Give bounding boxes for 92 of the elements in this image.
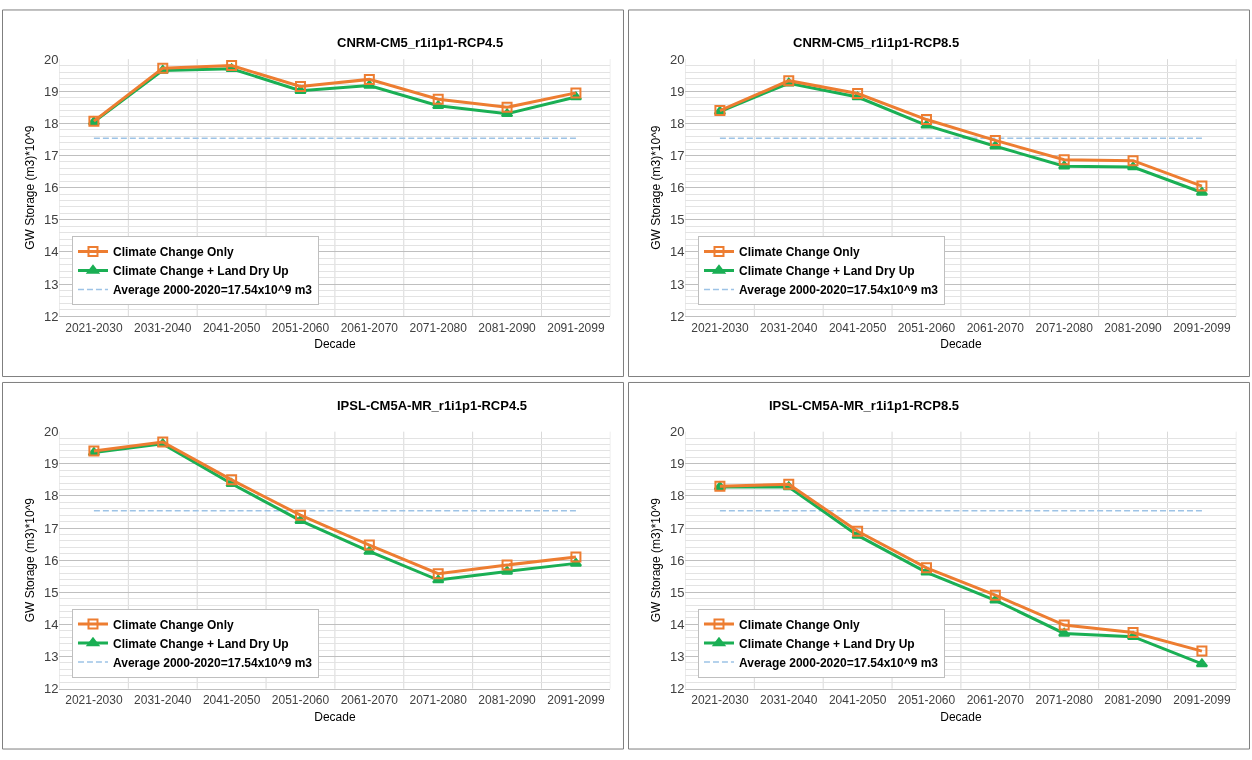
y-tick-label: 20 bbox=[670, 424, 685, 440]
legend-label: Climate Change Only bbox=[112, 617, 235, 632]
y-axis-title: GW Storage (m3)*10^9 bbox=[23, 497, 38, 623]
x-tick-label: 2041-2050 bbox=[828, 320, 887, 335]
y-tick-label: 19 bbox=[670, 83, 685, 99]
y-tick-label: 17 bbox=[44, 148, 59, 164]
x-tick-label: 2031-2040 bbox=[134, 693, 192, 708]
y-tick-label: 17 bbox=[670, 148, 685, 164]
x-tick-label: 2081-2090 bbox=[1104, 693, 1163, 708]
chart-title: IPSL-CM5A-MR_r1i1p1-RCP4.5 bbox=[337, 398, 527, 413]
y-tick-label: 18 bbox=[44, 488, 59, 504]
y-tick-label: 12 bbox=[670, 308, 685, 324]
x-axis-title: Decade bbox=[314, 337, 356, 352]
y-tick-label: 16 bbox=[44, 180, 59, 196]
y-tick-label: 19 bbox=[44, 83, 59, 99]
x-tick-label: 2021-2030 bbox=[691, 320, 749, 335]
y-tick-label: 20 bbox=[670, 51, 685, 67]
x-tick-label: 2091-2099 bbox=[547, 320, 605, 335]
y-tick-label: 15 bbox=[44, 584, 59, 600]
x-tick-label: 2051-2060 bbox=[271, 320, 330, 335]
x-tick-label: 2021-2030 bbox=[65, 320, 123, 335]
y-tick-label: 15 bbox=[670, 212, 685, 228]
x-tick-label: 2071-2080 bbox=[1035, 320, 1094, 335]
y-tick-label: 14 bbox=[670, 244, 685, 260]
x-tick-label: 2071-2080 bbox=[409, 320, 468, 335]
x-tick-label: 2061-2070 bbox=[966, 693, 1025, 708]
x-tick-label: 2061-2070 bbox=[966, 320, 1025, 335]
y-tick-label: 13 bbox=[670, 276, 685, 292]
x-tick-label: 2061-2070 bbox=[340, 693, 399, 708]
y-tick-label: 13 bbox=[670, 649, 685, 665]
legend-label: Climate Change + Land Dry Up bbox=[738, 264, 915, 279]
y-tick-label: 20 bbox=[44, 51, 59, 67]
x-tick-label: 2051-2060 bbox=[897, 693, 956, 708]
x-tick-label: 2071-2080 bbox=[409, 693, 468, 708]
legend-label: Climate Change Only bbox=[738, 245, 861, 260]
legend-label: Average 2000-2020=17.54x10^9 m3 bbox=[112, 283, 313, 298]
x-tick-label: 2031-2040 bbox=[760, 320, 818, 335]
y-tick-label: 15 bbox=[670, 584, 685, 600]
y-tick-label: 13 bbox=[44, 276, 59, 292]
x-axis-title: Decade bbox=[314, 709, 356, 724]
x-tick-label: 2041-2050 bbox=[202, 693, 261, 708]
legend-label: Climate Change Only bbox=[738, 617, 861, 632]
y-tick-label: 12 bbox=[670, 681, 685, 697]
x-tick-label: 2061-2070 bbox=[340, 320, 399, 335]
x-tick-label: 2081-2090 bbox=[1104, 320, 1163, 335]
y-tick-label: 16 bbox=[670, 552, 685, 568]
legend-label: Climate Change + Land Dry Up bbox=[112, 636, 289, 651]
y-tick-label: 14 bbox=[44, 244, 59, 260]
legend-label: Climate Change + Land Dry Up bbox=[738, 636, 915, 651]
chart-title: CNRM-CM5_r1i1p1-RCP4.5 bbox=[337, 35, 504, 50]
y-tick-label: 14 bbox=[670, 616, 685, 632]
y-tick-label: 18 bbox=[670, 115, 685, 131]
x-tick-label: 2021-2030 bbox=[65, 693, 123, 708]
y-tick-label: 14 bbox=[44, 616, 59, 632]
legend-label: Climate Change + Land Dry Up bbox=[112, 264, 289, 279]
legend-label: Average 2000-2020=17.54x10^9 m3 bbox=[112, 655, 313, 670]
y-tick-label: 18 bbox=[670, 488, 685, 504]
legend-label: Average 2000-2020=17.54x10^9 m3 bbox=[738, 655, 939, 670]
chart-title: IPSL-CM5A-MR_r1i1p1-RCP8.5 bbox=[769, 398, 959, 413]
y-tick-label: 16 bbox=[670, 180, 685, 196]
x-tick-label: 2091-2099 bbox=[1173, 693, 1231, 708]
x-tick-label: 2091-2099 bbox=[547, 693, 605, 708]
y-axis-title: GW Storage (m3)*10^9 bbox=[649, 125, 664, 250]
x-tick-label: 2091-2099 bbox=[1173, 320, 1231, 335]
y-tick-label: 20 bbox=[44, 424, 59, 440]
legend-label: Average 2000-2020=17.54x10^9 m3 bbox=[738, 283, 939, 298]
x-tick-label: 2031-2040 bbox=[760, 693, 818, 708]
x-axis-title: Decade bbox=[940, 709, 982, 724]
x-axis-title: Decade bbox=[940, 337, 982, 352]
y-tick-label: 12 bbox=[44, 681, 59, 697]
x-tick-label: 2081-2090 bbox=[478, 693, 537, 708]
y-axis-title: GW Storage (m3)*10^9 bbox=[23, 125, 38, 250]
chart-title: CNRM-CM5_r1i1p1-RCP8.5 bbox=[793, 35, 960, 50]
x-tick-label: 2041-2050 bbox=[202, 320, 261, 335]
y-tick-label: 19 bbox=[44, 456, 59, 472]
y-tick-label: 15 bbox=[44, 212, 59, 228]
y-tick-label: 16 bbox=[44, 552, 59, 568]
y-tick-label: 19 bbox=[670, 456, 685, 472]
y-tick-label: 17 bbox=[670, 520, 685, 536]
x-tick-label: 2071-2080 bbox=[1035, 693, 1094, 708]
x-tick-label: 2021-2030 bbox=[691, 693, 749, 708]
x-tick-label: 2051-2060 bbox=[271, 693, 330, 708]
y-axis-title: GW Storage (m3)*10^9 bbox=[649, 497, 664, 623]
y-tick-label: 13 bbox=[44, 649, 59, 665]
x-tick-label: 2031-2040 bbox=[134, 320, 192, 335]
y-tick-label: 18 bbox=[44, 115, 59, 131]
x-tick-label: 2081-2090 bbox=[478, 320, 537, 335]
x-tick-label: 2051-2060 bbox=[897, 320, 956, 335]
y-tick-label: 12 bbox=[44, 308, 59, 324]
x-tick-label: 2041-2050 bbox=[828, 693, 887, 708]
y-tick-label: 17 bbox=[44, 520, 59, 536]
legend-label: Climate Change Only bbox=[112, 245, 235, 260]
